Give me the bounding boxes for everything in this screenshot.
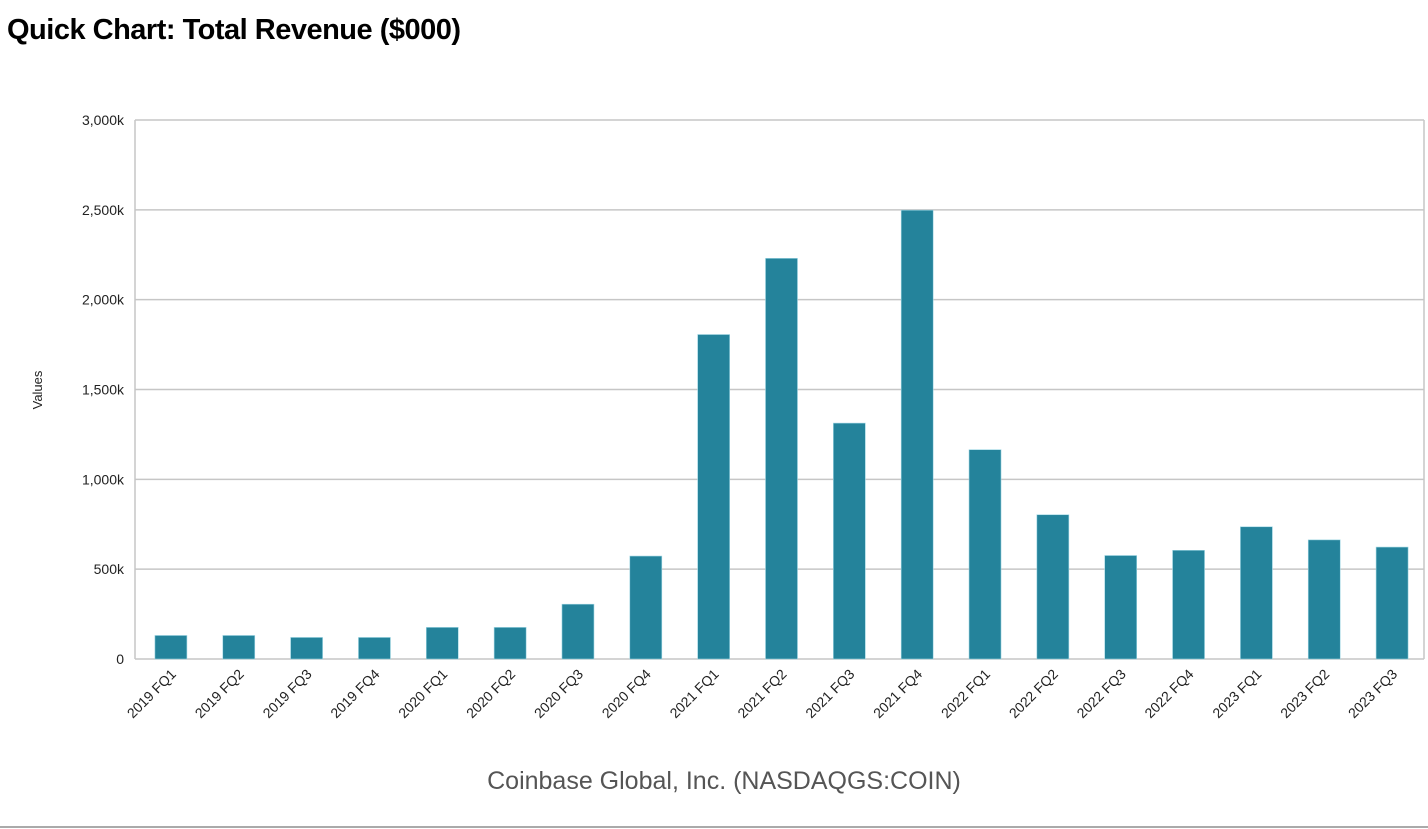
x-tick-label: 2023 FQ2 bbox=[1277, 666, 1332, 721]
x-tick-label: 2020 FQ4 bbox=[599, 666, 654, 721]
bar bbox=[1104, 555, 1138, 660]
x-tick-label: 2021 FQ1 bbox=[666, 666, 721, 721]
bar bbox=[1036, 514, 1070, 660]
x-tick-label: 2020 FQ1 bbox=[395, 666, 450, 721]
bar bbox=[493, 627, 527, 660]
y-axis-label: Values bbox=[30, 370, 45, 409]
y-tick-label: 1,500k bbox=[82, 382, 125, 398]
bar bbox=[968, 449, 1002, 660]
bar bbox=[222, 635, 256, 660]
chart-caption: Coinbase Global, Inc. (NASDAQGS:COIN) bbox=[487, 767, 961, 795]
x-tick-label: 2023 FQ1 bbox=[1209, 666, 1264, 721]
bar bbox=[697, 334, 730, 660]
bar bbox=[833, 422, 866, 660]
bar bbox=[629, 555, 663, 660]
bar bbox=[290, 637, 323, 660]
x-tick-label: 2020 FQ3 bbox=[531, 666, 586, 721]
bar bbox=[425, 627, 459, 660]
x-tick-label: 2022 FQ3 bbox=[1073, 666, 1128, 721]
bar bbox=[900, 209, 934, 660]
bar bbox=[765, 258, 798, 660]
x-tick-label: 2023 FQ3 bbox=[1345, 666, 1400, 721]
x-tick-label: 2021 FQ4 bbox=[870, 666, 925, 721]
x-tick-label: 2020 FQ2 bbox=[463, 666, 518, 721]
chart-title: Quick Chart: Total Revenue ($000) bbox=[7, 14, 461, 46]
bar bbox=[358, 637, 391, 660]
x-tick-label: 2019 FQ4 bbox=[327, 666, 382, 721]
x-tick-label: 2022 FQ4 bbox=[1141, 666, 1196, 721]
y-tick-label: 1,000k bbox=[82, 471, 125, 487]
y-tick-label: 2,000k bbox=[82, 292, 125, 308]
bar bbox=[1240, 526, 1273, 660]
y-tick-label: 0 bbox=[116, 651, 124, 667]
bar bbox=[561, 603, 595, 660]
bar bbox=[1375, 546, 1409, 660]
bar bbox=[1307, 539, 1341, 660]
y-tick-label: 3,000k bbox=[82, 112, 125, 128]
x-tick-label: 2021 FQ2 bbox=[734, 666, 789, 721]
bar bbox=[1172, 550, 1205, 660]
x-tick-label: 2019 FQ1 bbox=[124, 666, 179, 721]
y-tick-label: 2,500k bbox=[82, 202, 125, 218]
y-tick-label: 500k bbox=[94, 561, 125, 577]
bar bbox=[154, 635, 188, 660]
x-tick-label: 2022 FQ2 bbox=[1006, 666, 1061, 721]
x-tick-label: 2022 FQ1 bbox=[938, 666, 993, 721]
x-tick-label: 2019 FQ2 bbox=[192, 666, 247, 721]
x-tick-label: 2019 FQ3 bbox=[259, 666, 314, 721]
x-tick-label: 2021 FQ3 bbox=[802, 666, 857, 721]
